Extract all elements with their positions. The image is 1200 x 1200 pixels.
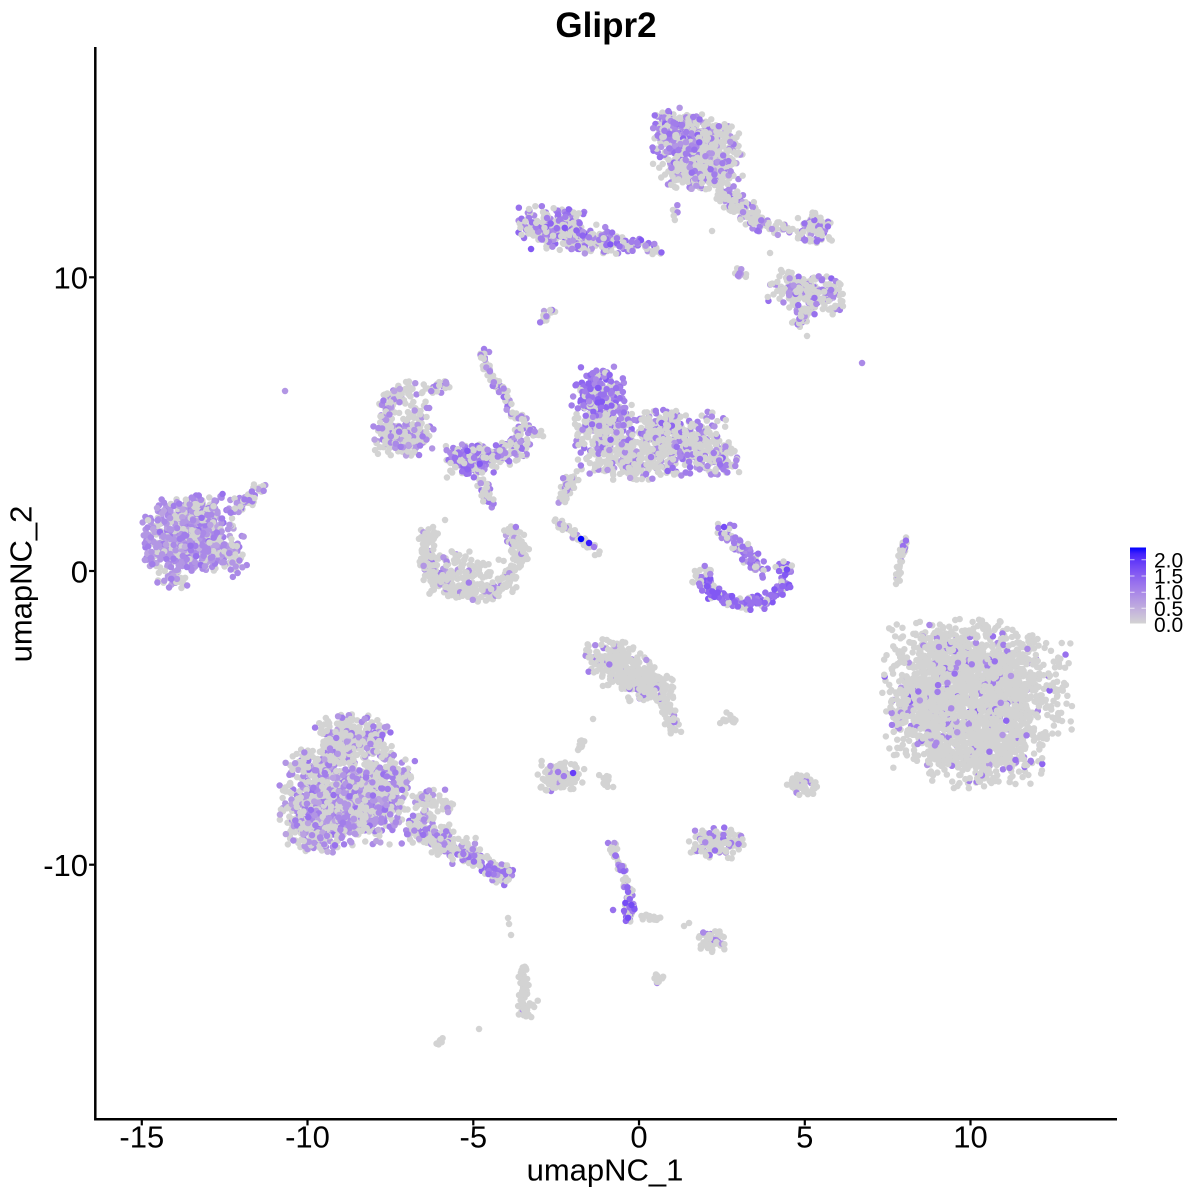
svg-text:5: 5: [796, 1120, 813, 1155]
svg-text:10: 10: [54, 261, 88, 296]
svg-text:0.0: 0.0: [1154, 614, 1183, 637]
svg-text:1.0: 1.0: [1154, 582, 1183, 605]
svg-text:0.5: 0.5: [1154, 598, 1183, 621]
svg-text:2.0: 2.0: [1154, 549, 1183, 572]
svg-text:umapNC_2: umapNC_2: [4, 506, 39, 663]
svg-text:0: 0: [71, 554, 88, 589]
svg-text:-10: -10: [285, 1120, 330, 1155]
svg-text:-5: -5: [460, 1120, 488, 1155]
svg-text:Glipr2: Glipr2: [555, 6, 656, 45]
svg-text:-15: -15: [119, 1120, 164, 1155]
svg-text:umapNC_1: umapNC_1: [527, 1153, 684, 1188]
svg-text:1.5: 1.5: [1154, 566, 1183, 589]
svg-text:10: 10: [953, 1120, 987, 1155]
svg-text:-10: -10: [43, 848, 88, 883]
svg-text:0: 0: [630, 1120, 647, 1155]
